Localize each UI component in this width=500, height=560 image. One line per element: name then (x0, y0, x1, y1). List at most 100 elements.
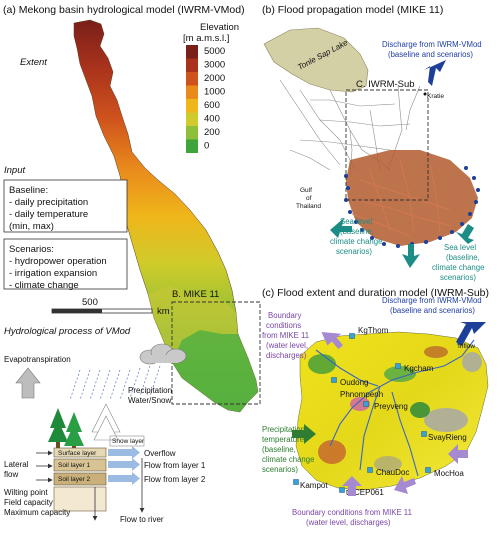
panel-c-title: (c) Flood extent and duration model (IWR… (262, 287, 489, 299)
sea-right-1: Sea level (444, 243, 476, 252)
precip-1: Precipitation, (262, 425, 307, 434)
mike11-label: B. MIKE 11 (172, 289, 219, 300)
place-svayrieng: SvayRieng (428, 433, 467, 442)
boundary-top-arrow-icon (321, 332, 344, 350)
panel-a-title: (a) Mekong basin hydrological model (IWR… (3, 4, 245, 16)
rain-lines-icon (69, 365, 161, 401)
basin-middle-yellow (148, 286, 238, 362)
gulf-line-2: of (306, 195, 312, 202)
legend-label: 0 (204, 141, 209, 152)
elevation-legend: Elevation [m a.m.s.l.] 50003000200010006… (183, 22, 239, 153)
sea-boundary-dot (382, 242, 386, 246)
baseline-line-2: - daily precipitation (9, 197, 88, 208)
kratie-marker (423, 92, 427, 96)
place-kgthom: KgThom (358, 326, 389, 335)
legend-swatch (186, 58, 198, 72)
delta-flood-area (346, 150, 478, 246)
legend-label: 400 (204, 114, 220, 125)
boundary-top-4: (water level, (266, 341, 308, 350)
panel-c-discharge-arrow-icon (456, 322, 486, 346)
boundary-bottom-2: (water level, discharges) (306, 518, 391, 527)
legend-swatch (186, 99, 198, 113)
scenarios-line-3: - irrigation expansion (9, 268, 97, 279)
inflow-label: Inflow (458, 343, 475, 350)
place-phnompenh: Phnompenh (340, 390, 383, 399)
input-label: Input (4, 165, 25, 176)
sea-boundary-dot (468, 212, 472, 216)
scale-bar: 500 km (51, 297, 170, 317)
sea-boundary-dot (460, 222, 464, 226)
precip-4: climate change (262, 455, 314, 464)
station-marker (349, 333, 355, 339)
max-capacity-label: Maximum capacity (4, 508, 70, 517)
extent-label: Extent (20, 57, 47, 68)
legend-swatch (186, 72, 198, 86)
lateral-flow-label-2: flow (4, 470, 18, 479)
tonle-sap-lake (263, 27, 369, 93)
baseline-line-4: (min, max) (9, 221, 54, 232)
tree-icon (48, 408, 84, 450)
soil-deep (53, 486, 107, 512)
panel-b-discharge-1: Discharge from IWRM-VMod (382, 40, 482, 49)
wilting-point-label: Wilting point (4, 488, 48, 497)
sea-boundary-dot (450, 230, 454, 234)
place-preyveng: Preyveng (374, 402, 408, 411)
process-title: Hydrological process of VMod (4, 326, 131, 337)
outflow-arrows (108, 446, 140, 485)
legend-swatch (186, 45, 198, 59)
scale-bar-fill (52, 309, 102, 313)
sea-boundary-dot (354, 220, 358, 224)
boundary-bottom-1: Boundary conditions from MIKE 11 (292, 508, 412, 517)
river-network (279, 79, 421, 176)
sea-arrow-left-icon (330, 218, 352, 238)
place-chaudoc: ChauDoc (376, 468, 409, 477)
snow-layer-box (109, 435, 145, 447)
panel-c-discharge-2: (baseline and scenarios) (390, 306, 475, 315)
sea-boundary-dot (346, 186, 350, 190)
gulf-line-3: Thailand (296, 203, 321, 210)
legend-label: 5000 (204, 46, 225, 57)
gulf-line-1: Gulf (300, 187, 312, 194)
scale-value: 500 (82, 297, 98, 308)
boundary-bottom-arrow-icon (342, 476, 362, 496)
sea-arrow-bottom-icon (402, 244, 420, 268)
precip-5: scenarios) (262, 465, 298, 474)
station-marker (425, 467, 431, 473)
sea-right-4: scenarios) (440, 273, 476, 282)
legend-label: 3000 (204, 60, 225, 71)
overflow-label: Overflow (144, 449, 176, 458)
place-oudong: Oudong (340, 378, 368, 387)
snow-tree-icon (91, 403, 121, 441)
lateral-flow-label-1: Lateral (4, 460, 29, 469)
legend-label: 2000 (204, 73, 225, 84)
lower-basin-lowland (172, 330, 258, 412)
boundary-top-2: conditions (266, 321, 301, 330)
soil-layer-2 (53, 472, 107, 486)
legend-label: 600 (204, 100, 220, 111)
baseline-box (3, 179, 128, 233)
land-cover-patches (308, 346, 482, 472)
surface-layer-label: Surface layer (58, 450, 97, 457)
snow-layer-label: Snow layer (112, 438, 145, 445)
panel-a: (a) Mekong basin hydrological model (IWR… (3, 4, 261, 524)
mike11-extent-box (171, 301, 261, 405)
sea-boundary-dot (476, 188, 480, 192)
precip-arrow-icon (292, 424, 316, 444)
place-kampot: Kampot (300, 481, 328, 490)
flow-river-label: Flow to river (120, 515, 164, 524)
legend-swatch (186, 112, 198, 126)
scenarios-box (3, 238, 128, 290)
sea-right-3: climate change (432, 263, 484, 272)
precipitation-label-2: Water/Snow (128, 396, 171, 405)
legend-label: 1000 (204, 87, 225, 98)
legend-swatch (186, 126, 198, 140)
panel-b: (b) Flood propagation model (MIKE 11) To… (262, 4, 484, 282)
sea-left-2: (baseline, (340, 227, 374, 236)
panel-b-title: (b) Flood propagation model (MIKE 11) (262, 4, 443, 16)
place-tncep: tNCEP061 (346, 488, 384, 497)
sea-left-3: climate change (330, 237, 382, 246)
hydro-process-diagram: Evapotranspiration Precipitation Water/S… (4, 343, 206, 524)
station-marker (367, 467, 373, 473)
station-marker (293, 479, 299, 485)
